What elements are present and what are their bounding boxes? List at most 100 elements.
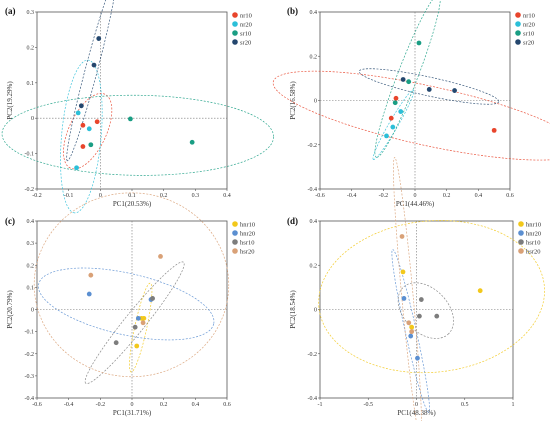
legend-label-hnr10: hnr10: [526, 221, 541, 228]
y-tick-label: 0: [314, 99, 317, 105]
legend-marker-hnr10: [518, 221, 524, 227]
y-tick-label: 0.2: [27, 263, 35, 269]
point-nr10: [94, 119, 100, 125]
y-tick-label: -0.4: [308, 396, 318, 402]
x-tick-label: 0: [415, 402, 418, 408]
legend-label-nr10: nr10: [523, 12, 535, 19]
x-tick-label: 0: [414, 193, 417, 199]
confidence-ellipse-hnr10: [129, 282, 153, 373]
legend-label-sr20: sr20: [240, 39, 251, 46]
point-sr20: [91, 62, 97, 68]
point-nr20: [75, 110, 81, 116]
point-sr20: [400, 77, 406, 82]
point-sr10: [406, 79, 412, 85]
point-hnr10: [477, 288, 483, 294]
y-tick-label: 0: [314, 308, 317, 314]
point-sr10: [189, 139, 195, 145]
x-tick-label: 1: [512, 402, 515, 408]
y-tick-label: 0: [31, 116, 34, 122]
point-hsr20: [409, 329, 415, 335]
point-sr10: [88, 142, 94, 148]
point-nr20: [86, 126, 92, 132]
y-tick-label: 0.3: [27, 10, 35, 16]
point-hsr20: [140, 320, 146, 326]
panel-4: (d) -1 -0.5 0 0.5 1 -0.4 -0.2 0 0.2 0.4 PC1(48.38%)…: [287, 156, 545, 421]
panel-2: (b)-0.6 -0.4 -0.2 0 0.2 0.4 0.6-0.4-0.200.20.4…: [272, 0, 550, 208]
y-tick-label: -0.1: [25, 152, 35, 158]
legend-marker-hsr10: [518, 239, 524, 245]
point-hsr10: [416, 313, 422, 319]
y-axis-title: PC2(18.54%): [289, 290, 297, 329]
y-tick-label: 0.4: [310, 10, 318, 16]
y-tick-label: 0.1: [27, 81, 35, 87]
panel-label: (c): [5, 216, 15, 226]
legend-label-hnr10: hnr10: [240, 221, 255, 228]
panel-label: (d): [287, 216, 298, 226]
x-tick-label: 0.4: [192, 402, 200, 408]
point-nr10: [388, 115, 394, 121]
x-tick-label: -0.2: [32, 193, 42, 199]
x-tick-label: 0: [99, 193, 102, 199]
point-sr20: [426, 87, 432, 92]
point-hnr10: [400, 269, 406, 275]
confidence-ellipse-nr20: [60, 59, 103, 214]
confidence-ellipse-hsr10: [397, 282, 454, 339]
x-tick-label: -0.4: [64, 402, 74, 408]
y-tick-label: 0.2: [27, 45, 35, 51]
point-hnr20: [401, 296, 407, 301]
confidence-ellipse-sr20: [358, 68, 500, 105]
y-tick-label: -0.2: [308, 143, 318, 149]
point-hsr20: [158, 254, 163, 259]
x-tick-label: -0.2: [379, 193, 389, 199]
y-tick-label: -0.2: [25, 352, 35, 358]
point-nr20: [384, 133, 389, 139]
legend-label-hsr20: hsr20: [240, 248, 254, 255]
x-tick-label: 0.2: [160, 402, 168, 408]
y-tick-label: -0.2: [308, 352, 318, 358]
point-nr10: [491, 127, 497, 133]
legend-label-nr10: nr10: [240, 12, 252, 19]
x-tick-label: -0.6: [32, 402, 42, 408]
point-sr20: [78, 103, 84, 109]
x-tick-label: 0.2: [160, 193, 168, 199]
point-sr10: [416, 40, 422, 46]
y-tick-label: -0.1: [25, 330, 35, 336]
point-hsr20: [399, 234, 405, 239]
point-hsr10: [132, 324, 138, 330]
x-axis-title: PC1(20.53%): [113, 200, 152, 208]
point-sr10: [392, 100, 398, 106]
legend-marker-sr10: [232, 30, 238, 36]
y-tick-label: 0.3: [27, 241, 35, 247]
x-tick-label: 0.3: [192, 193, 200, 199]
y-tick-label: 0: [31, 308, 34, 314]
confidence-ellipse-nr10: [63, 93, 113, 170]
legend-marker-hsr20: [518, 248, 524, 254]
point-hsr10: [150, 296, 155, 301]
point-hnr20: [86, 291, 92, 297]
y-axis-title: PC2(16.58%): [289, 81, 297, 120]
x-axis-title: PC1(31.71%): [113, 409, 152, 417]
x-tick-label: -0.1: [64, 193, 74, 199]
y-tick-label: 0.4: [310, 219, 318, 225]
legend-label-hnr20: hnr20: [240, 230, 255, 237]
legend-marker-sr10: [515, 30, 521, 36]
confidence-ellipse-nr20: [372, 89, 415, 160]
point-sr10: [128, 116, 133, 122]
legend-marker-sr20: [515, 39, 521, 45]
legend-marker-nr10: [232, 12, 238, 18]
panel-1: (a) -0.2 -0.1 0 0.1 0.2 0.3 0.4 -0.2 -0.1 0 0.1 0.2 0…: [1, 0, 274, 214]
legend-label-sr10: sr10: [523, 30, 534, 37]
x-tick-label: 0.4: [475, 193, 483, 199]
point-nr20: [398, 109, 404, 114]
confidence-ellipse-sr20: [66, 0, 117, 162]
legend-marker-hnr20: [518, 230, 524, 236]
legend-marker-sr20: [232, 39, 238, 45]
confidence-ellipse-hnr10: [318, 220, 545, 374]
x-axis-title: PC1(44.46%): [396, 200, 435, 208]
x-tick-label: 0.4: [223, 193, 231, 199]
point-hsr20: [88, 272, 94, 278]
legend-marker-hsr10: [232, 239, 238, 245]
legend-marker-hnr10: [232, 221, 238, 227]
point-hsr10: [113, 340, 119, 346]
y-tick-label: 0.2: [310, 263, 318, 269]
